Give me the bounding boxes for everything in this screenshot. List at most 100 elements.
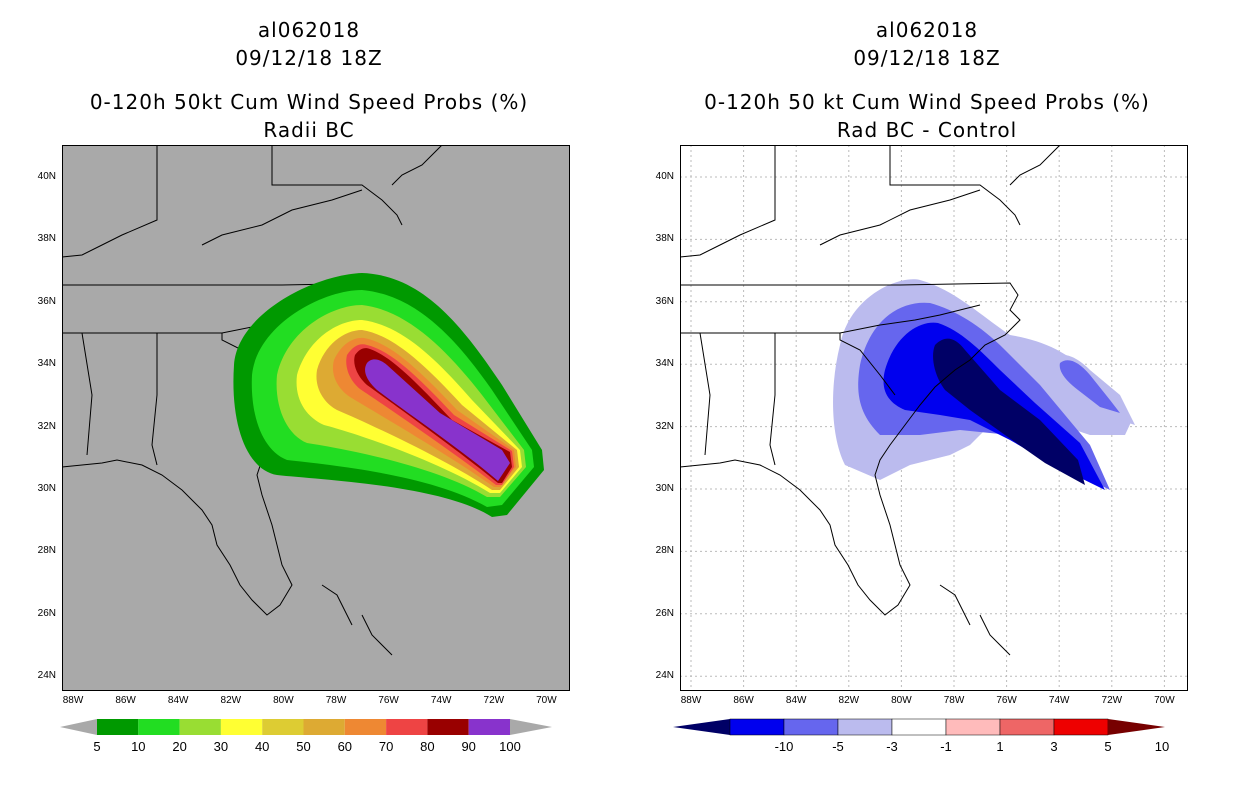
lon-label: 76W bbox=[996, 695, 1017, 706]
lon-label: 74W bbox=[430, 695, 452, 706]
lat-label: 40N bbox=[655, 171, 674, 182]
colorbar-segment bbox=[891, 718, 947, 736]
map-border bbox=[62, 145, 570, 691]
left-panel: al062018 09/12/18 18Z 0-120h 50kt Cum Wi… bbox=[37, 18, 570, 754]
lon-label: 70W bbox=[1154, 695, 1175, 706]
lat-label: 28N bbox=[655, 545, 674, 557]
plot-subtitle: Radii BC bbox=[263, 118, 355, 142]
lon-label: 86W bbox=[733, 695, 754, 706]
colorbar-label: -5 bbox=[832, 739, 844, 754]
colorbar-label: 50 bbox=[296, 739, 311, 754]
colorbar-segment bbox=[303, 719, 345, 735]
probability-contours bbox=[233, 273, 545, 517]
gridlines bbox=[680, 145, 1188, 691]
colorbar-segment bbox=[179, 719, 221, 735]
colorbar-segments bbox=[673, 718, 1165, 736]
lon-label: 84W bbox=[785, 695, 807, 706]
lon-label: 74W bbox=[1048, 695, 1070, 706]
colorbar-label: 5 bbox=[93, 739, 101, 754]
storm-id: al062018 bbox=[257, 18, 361, 42]
colorbar-segment bbox=[468, 719, 510, 735]
difference-contours bbox=[833, 279, 1135, 490]
lon-label: 84W bbox=[167, 695, 189, 706]
difference-map bbox=[680, 145, 1188, 691]
colorbar-segment bbox=[945, 718, 1001, 736]
colorbar-segment bbox=[783, 718, 839, 736]
colorbar-segment bbox=[1053, 718, 1109, 736]
colorbar-segment bbox=[344, 719, 387, 735]
colorbar-segment bbox=[837, 718, 893, 736]
lon-label: 80W bbox=[273, 695, 294, 706]
lat-label: 24N bbox=[655, 670, 674, 682]
lat-label: 34N bbox=[655, 358, 674, 370]
lat-label: 32N bbox=[655, 420, 674, 432]
lon-label: 86W bbox=[115, 695, 136, 706]
colorbar bbox=[673, 718, 1165, 736]
lat-label: 30N bbox=[655, 483, 674, 494]
colorbar-label: -1 bbox=[940, 739, 952, 754]
lat-label: 38N bbox=[37, 233, 56, 245]
plot-title: 0-120h 50kt Cum Wind Speed Probs (%) bbox=[89, 90, 529, 114]
datetime: 09/12/18 18Z bbox=[853, 46, 1001, 70]
colorbar-label: 5 bbox=[1104, 739, 1112, 754]
lat-label: 30N bbox=[37, 483, 56, 494]
colorbar-segment bbox=[729, 718, 785, 736]
storm-id: al062018 bbox=[875, 18, 979, 42]
colorbar-under-arrow bbox=[60, 719, 97, 735]
colorbar-label: 60 bbox=[337, 739, 353, 754]
probability-map bbox=[62, 145, 570, 691]
colorbar-over-arrow bbox=[1108, 719, 1165, 735]
colorbar-label: 90 bbox=[461, 739, 476, 754]
colorbar-label: -3 bbox=[886, 739, 898, 754]
colorbar-segment bbox=[427, 719, 469, 735]
lat-label: 24N bbox=[37, 670, 56, 682]
colorbar-segment bbox=[138, 719, 180, 735]
lon-label: 88W bbox=[680, 695, 702, 706]
colorbar-segment bbox=[999, 718, 1055, 736]
colorbar-label: 40 bbox=[254, 739, 270, 754]
colorbar-label: 80 bbox=[420, 739, 435, 754]
colorbar-label: -10 bbox=[774, 739, 794, 754]
lat-label: 26N bbox=[655, 607, 674, 619]
colorbar-segments bbox=[97, 719, 510, 735]
datetime: 09/12/18 18Z bbox=[235, 46, 383, 70]
colorbar-under-arrow bbox=[673, 719, 730, 735]
colorbar-segment bbox=[262, 719, 304, 735]
lat-label: 26N bbox=[37, 607, 56, 619]
right-panel: al062018 09/12/18 18Z 0-120h 50 kt Cum W… bbox=[618, 0, 1236, 800]
colorbar-label: 70 bbox=[378, 739, 394, 754]
colorbar-label: 10 bbox=[131, 739, 146, 754]
lat-label: 38N bbox=[655, 233, 674, 245]
lon-label: 72W bbox=[1101, 695, 1123, 706]
colorbar-label: 3 bbox=[1050, 739, 1058, 754]
plot-subtitle: Rad BC - Control bbox=[836, 118, 1018, 142]
colorbar-label: 10 bbox=[1154, 739, 1170, 754]
lon-label: 88W bbox=[62, 695, 84, 706]
lon-label: 78W bbox=[943, 695, 965, 706]
plot-title: 0-120h 50 kt Cum Wind Speed Probs (%) bbox=[704, 90, 1150, 114]
colorbar-label: 30 bbox=[213, 739, 229, 754]
colorbar-segment bbox=[386, 719, 428, 735]
lat-label: 34N bbox=[37, 358, 56, 370]
lon-label: 72W bbox=[483, 695, 505, 706]
map-border bbox=[680, 145, 1188, 691]
colorbar-label: 20 bbox=[172, 739, 187, 754]
colorbar-label: 100 bbox=[499, 739, 521, 754]
lat-label: 28N bbox=[37, 545, 56, 557]
colorbar-label: 1 bbox=[996, 739, 1004, 754]
lon-label: 82W bbox=[220, 695, 242, 706]
colorbar-over-arrow bbox=[510, 719, 552, 735]
colorbar bbox=[60, 719, 552, 735]
lat-label: 32N bbox=[37, 420, 56, 432]
lat-label: 36N bbox=[655, 295, 674, 307]
lon-label: 78W bbox=[325, 695, 347, 706]
coastlines bbox=[680, 145, 1061, 656]
lon-label: 80W bbox=[891, 695, 912, 706]
colorbar-segment bbox=[220, 719, 263, 735]
lat-label: 36N bbox=[37, 295, 56, 307]
lon-label: 82W bbox=[838, 695, 860, 706]
colorbar-segment bbox=[97, 719, 139, 735]
lon-label: 70W bbox=[536, 695, 557, 706]
lon-label: 76W bbox=[378, 695, 399, 706]
lat-label: 40N bbox=[37, 171, 56, 182]
